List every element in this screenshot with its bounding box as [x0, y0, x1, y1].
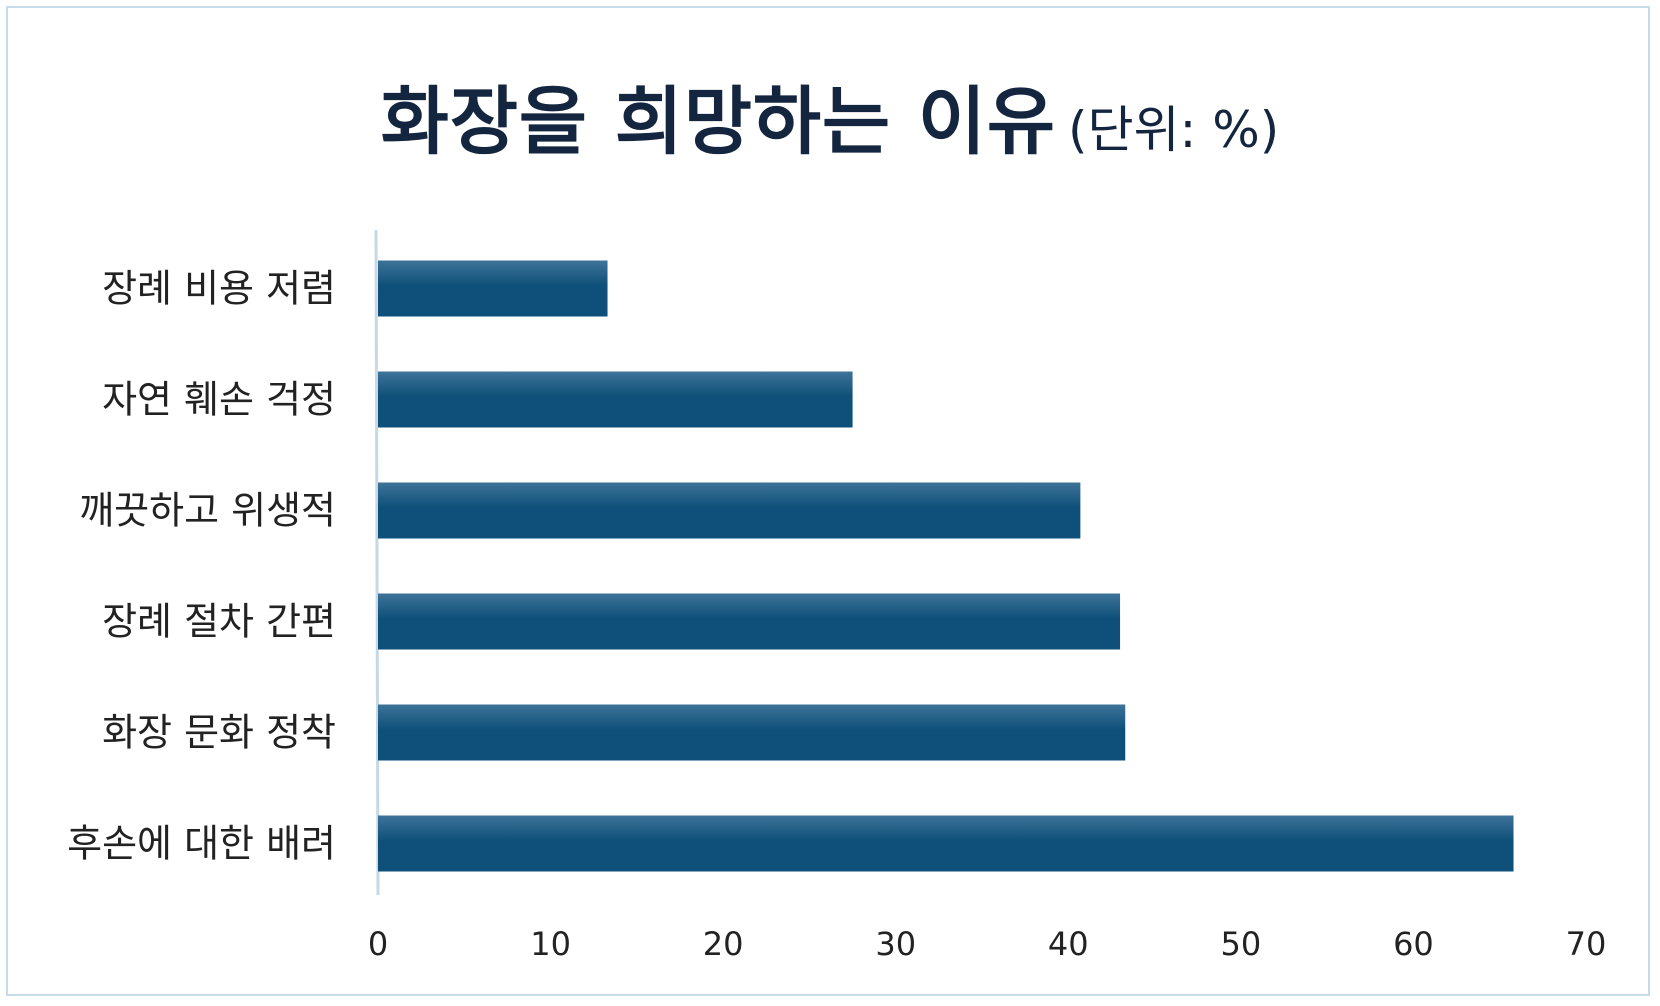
chart-title: 화장을 희망하는 이유 [380, 79, 1056, 165]
category-label: 자연 훼손 걱정 [102, 378, 336, 422]
y-axis-line [374, 229, 380, 896]
chart-unit-label: (단위: %) [1067, 101, 1280, 159]
category-label: 장례 비용 저렴 [102, 267, 336, 311]
x-tick-label: 30 [875, 925, 916, 963]
bar-장례-절차-간편 [378, 593, 1121, 650]
x-axis-ticks: 0 10 20 30 40 50 60 70 [368, 925, 1607, 963]
category-label: 후손에 대한 배려 [67, 822, 336, 866]
x-tick-label: 60 [1393, 925, 1434, 963]
bars-layer [378, 260, 1514, 872]
category-label: 화장 문화 정착 [102, 711, 336, 755]
category-label: 장례 절차 간편 [102, 600, 336, 644]
bar-화장-문화-정착 [378, 704, 1126, 761]
x-tick-label: 50 [1220, 925, 1261, 963]
x-tick-label: 70 [1566, 925, 1607, 963]
x-tick-label: 20 [703, 925, 744, 963]
chart-title-block: 화장을 희망하는 이유 (단위: %) [0, 62, 1660, 169]
bar-깨끗하고-위생적 [378, 482, 1081, 539]
bar-자연-훼손-걱정 [378, 371, 853, 428]
x-tick-label: 10 [530, 925, 571, 963]
category-label: 깨끗하고 위생적 [79, 489, 336, 533]
bar-장례-비용-저렴 [378, 260, 608, 317]
x-tick-label: 0 [368, 925, 388, 963]
bar-후손에-대한-배려 [378, 815, 1514, 872]
x-tick-label: 40 [1048, 925, 1089, 963]
